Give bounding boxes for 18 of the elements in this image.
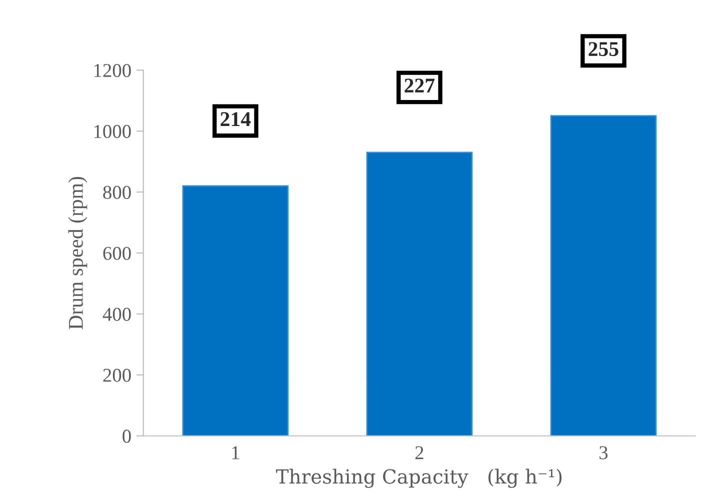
x-tick-label: 3: [600, 446, 608, 460]
y-tick-label: 1200: [94, 64, 131, 78]
annotation: 255: [588, 42, 618, 56]
y-tick-label: 1000: [94, 124, 131, 138]
annotation: 214: [220, 112, 251, 126]
annotation: 227: [404, 78, 435, 92]
y-axis-title: Drum speed (rpm): [68, 176, 88, 330]
bar: [182, 185, 289, 436]
y-tick-label: 800: [103, 186, 131, 199]
bar: [550, 115, 657, 436]
y-tick-label: 0: [122, 430, 131, 443]
y-tick-label: 400: [102, 308, 131, 321]
y-tick-label: 600: [103, 246, 131, 260]
x-tick-label: 1: [232, 446, 240, 460]
y-tick-label: 200: [103, 368, 131, 382]
bar: [366, 152, 473, 436]
x-axis-title: Threshing Capacity (kg h⁻¹): [276, 468, 562, 488]
x-tick-label: 2: [415, 446, 424, 460]
